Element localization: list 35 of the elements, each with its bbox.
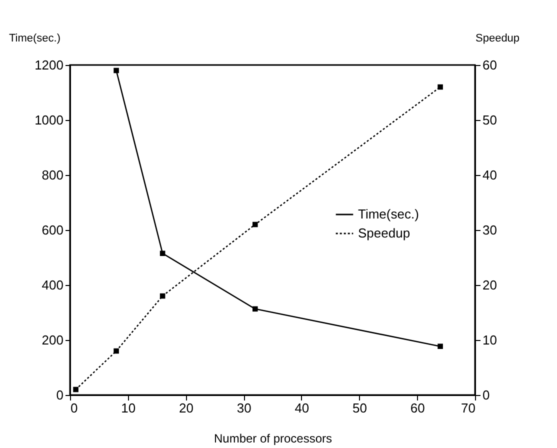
y-axis-title: Time(sec.) [8, 32, 60, 44]
point [252, 306, 258, 312]
x-tick-label: 20 [178, 400, 194, 416]
point [252, 222, 258, 228]
x-tick-label: 0 [70, 400, 78, 416]
y-tick-label: 600 [42, 222, 64, 238]
point [114, 68, 119, 74]
legend-label: Speedup [358, 226, 410, 240]
y2-tick-label: 20 [482, 278, 497, 292]
x-tick-label: 50 [352, 400, 368, 416]
x-tick-label: 10 [121, 400, 136, 416]
x-tick-label: 40 [294, 400, 310, 416]
x-axis-title: Number of processors [214, 432, 332, 446]
x-tick-label: 60 [410, 400, 425, 416]
y-tick-label: 800 [42, 168, 64, 182]
point [438, 84, 443, 90]
y2-tick-label: 0 [482, 388, 490, 402]
point [114, 348, 119, 354]
y2-axis-title: Speedup [476, 32, 520, 44]
point [160, 250, 166, 256]
y2-tick-label: 10 [482, 332, 497, 348]
x-tick-label: 70 [461, 400, 476, 416]
y-tick-label: 200 [42, 332, 64, 348]
y-tick-label: 0 [56, 388, 64, 402]
y2-tick-label: 60 [482, 58, 497, 72]
y2-tick-label: 50 [482, 112, 497, 128]
y2-tick-label: 30 [482, 222, 497, 238]
y-tick-label: 400 [42, 278, 64, 292]
y2-tick-label: 40 [482, 168, 497, 182]
point [73, 386, 78, 392]
y-tick-label: 1000 [34, 112, 64, 128]
y-tick-label: 1200 [34, 58, 64, 72]
x-tick-label: 30 [236, 400, 252, 416]
point [438, 344, 443, 349]
legend-label: Time(sec.) [358, 206, 419, 222]
